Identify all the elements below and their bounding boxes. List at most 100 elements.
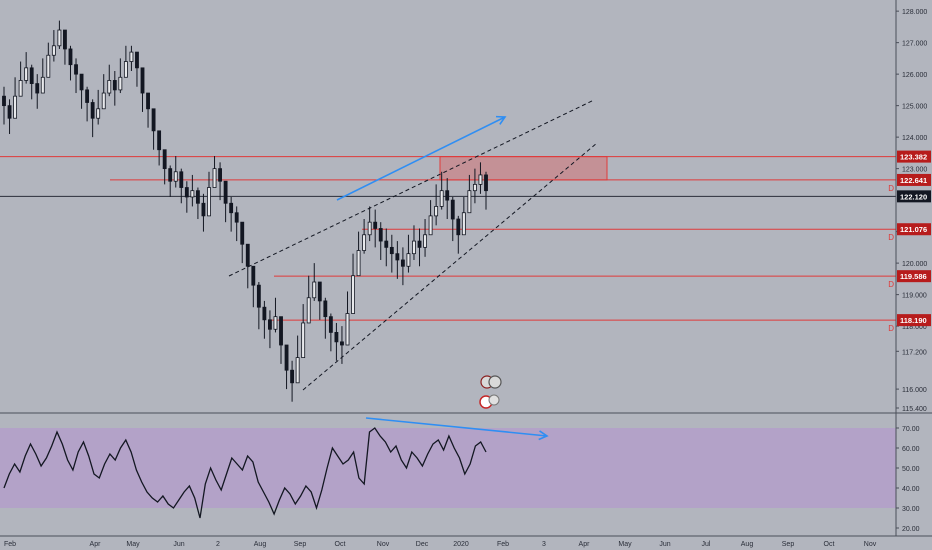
x-tick-label: May	[126, 541, 140, 548]
candle	[162, 149, 167, 170]
candle	[279, 316, 283, 346]
candle	[51, 45, 56, 56]
rsi-tick-label: 60.00	[902, 446, 920, 453]
candle	[268, 319, 272, 330]
candle	[240, 221, 245, 245]
candle	[2, 95, 6, 107]
candle	[151, 108, 156, 132]
candle	[229, 202, 234, 214]
level-badge-label: 123.382	[900, 153, 927, 162]
candle	[328, 316, 333, 333]
candle	[472, 183, 477, 192]
price-pane: D D D D	[0, 20, 896, 402]
candle	[367, 221, 372, 236]
x-tick-label: 2	[216, 541, 220, 548]
trend-arrow-shaft	[336, 116, 506, 201]
candle	[18, 80, 23, 97]
candle	[439, 190, 444, 207]
candle	[46, 54, 51, 78]
candle	[146, 92, 150, 110]
x-tick-label: Nov	[864, 541, 877, 548]
candle	[40, 76, 45, 94]
x-tick-label: Sep	[782, 541, 795, 548]
candle	[384, 240, 389, 248]
candle	[389, 246, 394, 255]
y-tick-label: 120.000	[902, 261, 927, 268]
candle	[345, 313, 350, 346]
candle	[201, 202, 206, 217]
level-suffix: D	[888, 280, 894, 289]
rsi-tick-label: 20.00	[902, 526, 920, 533]
rsi-tick-label: 70.00	[902, 426, 920, 433]
candle	[74, 64, 78, 75]
candle	[356, 250, 361, 277]
candle	[129, 51, 134, 62]
candle	[29, 67, 34, 84]
candle	[406, 253, 411, 267]
candle	[317, 281, 322, 302]
price-badge-label: 122.120	[900, 192, 927, 201]
wedge-lower-line	[302, 142, 598, 391]
candle	[434, 206, 439, 217]
candle	[63, 29, 67, 50]
candle	[79, 73, 84, 91]
candle	[362, 234, 367, 251]
level-badge	[897, 150, 931, 163]
candle	[412, 240, 416, 255]
candle	[107, 80, 112, 94]
x-tick-label: Jul	[702, 541, 711, 548]
x-tick-label: Oct	[824, 541, 835, 548]
x-tick-label: 2020	[453, 541, 469, 548]
x-tick-label: May	[618, 541, 632, 548]
candle	[207, 187, 211, 217]
candle	[168, 168, 173, 182]
candle	[13, 95, 18, 119]
y-tick-label: 119.000	[902, 293, 927, 300]
candle	[295, 357, 300, 384]
y-tick-label: 127.000	[902, 41, 927, 48]
x-tick-label: Apr	[579, 541, 591, 548]
candle	[218, 168, 222, 182]
candle	[212, 168, 217, 188]
candle	[24, 67, 29, 81]
rsi-tick-label: 40.00	[902, 486, 920, 493]
candle	[7, 105, 12, 119]
x-tick-label: Sep	[294, 541, 307, 548]
candle	[306, 297, 311, 324]
candle	[35, 83, 40, 94]
level-badge-label: 122.641	[900, 176, 927, 185]
candle	[323, 300, 328, 318]
candle	[223, 180, 228, 204]
candle	[101, 92, 106, 110]
candle	[112, 80, 117, 91]
candle	[290, 369, 295, 384]
candle	[68, 48, 73, 66]
candle	[478, 174, 483, 185]
candle	[484, 174, 488, 192]
candle	[445, 190, 450, 201]
x-tick-label: Oct	[335, 541, 346, 548]
candle	[184, 187, 189, 198]
y-tick-label: 124.000	[902, 135, 927, 142]
level-suffix: D	[888, 233, 894, 242]
candle	[245, 243, 250, 267]
candle	[428, 215, 433, 236]
candle	[273, 316, 278, 330]
y-tick-label: 116.000	[902, 387, 927, 394]
y-tick-label: 118.000	[902, 324, 927, 331]
x-tick-label: 3	[542, 541, 546, 548]
x-tick-label: Jun	[173, 541, 184, 548]
rsi-tick-label: 50.00	[902, 466, 920, 473]
event-flag-icon	[488, 394, 500, 406]
y-tick-label: 126.000	[902, 72, 927, 79]
wedge-upper-line	[228, 99, 595, 277]
candle	[85, 89, 90, 103]
candle	[312, 281, 317, 299]
level-badge	[897, 173, 931, 186]
candle	[461, 212, 466, 236]
candle	[234, 212, 239, 223]
event-markers	[479, 375, 502, 409]
level-badge	[897, 314, 931, 327]
candle	[96, 108, 101, 119]
